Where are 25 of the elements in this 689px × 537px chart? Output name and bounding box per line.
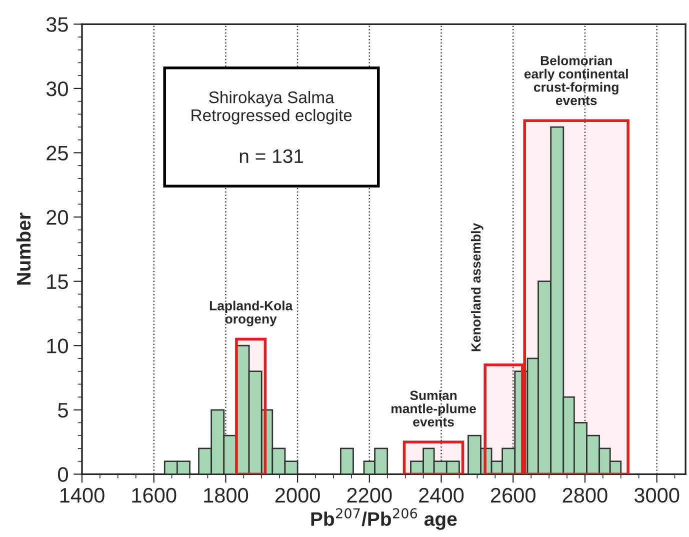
band-label: Kenorland assembly: [470, 223, 484, 352]
x-tick-label: 2200: [347, 488, 392, 503]
band-label: Lapland-Kola orogeny: [210, 300, 293, 326]
y-tick-label: 25: [46, 146, 68, 160]
band-label: Sumian mantle-plume events: [392, 390, 476, 427]
y-tick-label: 0: [58, 467, 68, 482]
annotation: n = 131: [240, 149, 304, 164]
annotation: Shirokaya Salma Retrogressed eclogite: [192, 90, 352, 124]
x-axis-title: Pb$^{207}$/Pb$^{206}$ age: [311, 508, 457, 530]
y-axis-title: Number: [16, 212, 31, 285]
x-tick-label: 1400: [60, 488, 104, 503]
band-label: Belomorian early continental crust-forming events: [524, 56, 628, 106]
x-tick-label: 2800: [562, 488, 608, 503]
x-tick-label: 2000: [275, 488, 320, 503]
x-tick-label: 1800: [204, 488, 248, 503]
x-tick-label: 2600: [490, 488, 536, 503]
y-tick-label: 20: [46, 210, 68, 225]
x-tick-label: 3000: [634, 488, 680, 503]
y-tick-label: 15: [47, 274, 68, 290]
y-tick-label: 10: [47, 338, 68, 354]
x-tick-label: 2400: [419, 488, 464, 503]
y-tick-label: 35: [46, 17, 68, 32]
x-tick-label: 1600: [132, 488, 176, 503]
y-tick-label: 5: [58, 403, 68, 418]
y-tick-label: 30: [46, 81, 68, 96]
